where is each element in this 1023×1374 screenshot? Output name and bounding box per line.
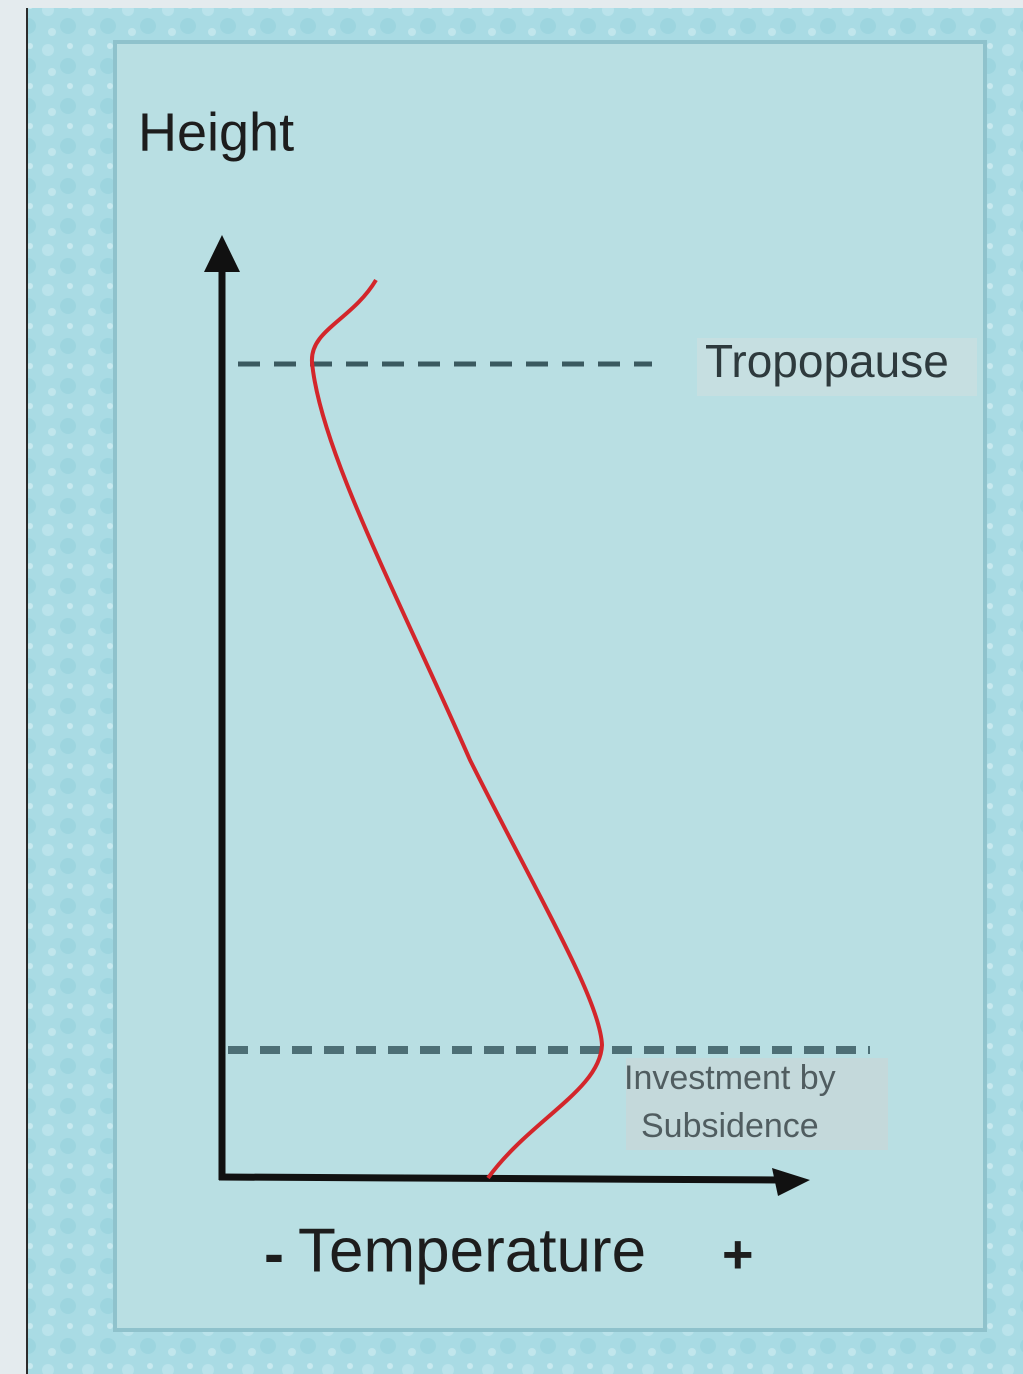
y-arrow [204,235,240,272]
label-bg [697,338,977,396]
x-plus: + [722,1224,754,1284]
x-arrow [772,1168,810,1196]
x-axis-label: Temperature [298,1216,646,1285]
x-minus: - [264,1220,284,1287]
temperature-curve [309,278,605,1180]
inversion-label: Subsidence [641,1107,819,1145]
inversion-label: Investment by [624,1059,836,1097]
tropopause-label: Tropopause [705,335,949,387]
label-bg [626,1058,888,1150]
x-axis [218,1173,781,1184]
y-axis-label: Height [138,102,294,162]
